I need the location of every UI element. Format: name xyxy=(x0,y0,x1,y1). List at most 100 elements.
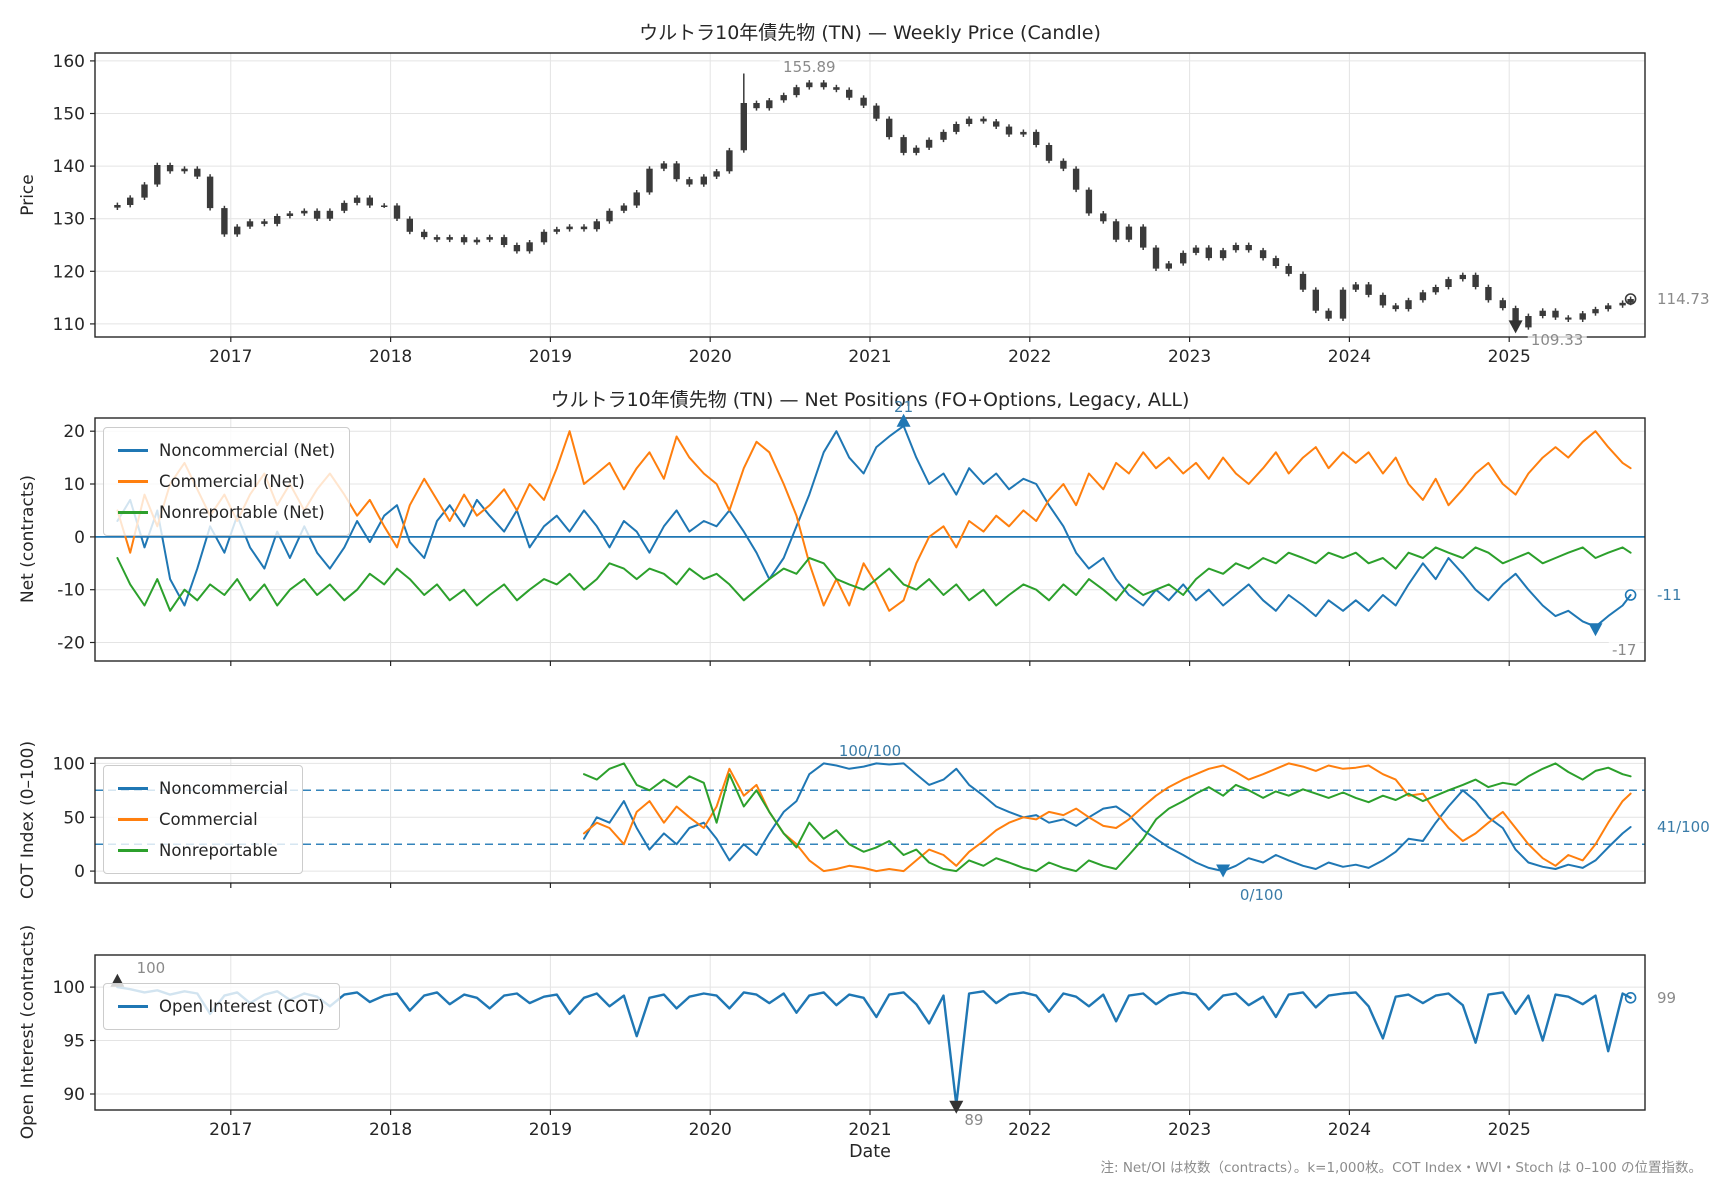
annotation-marker xyxy=(1216,864,1231,878)
x-tick-label: 2019 xyxy=(529,347,572,367)
annotation-marker xyxy=(1588,623,1603,637)
y-tick-label: 150 xyxy=(53,105,85,125)
y-tick-label: 120 xyxy=(53,262,85,282)
x-tick-label: 2022 xyxy=(1008,347,1051,367)
xaxis-label: Date xyxy=(849,1142,891,1162)
last-point-marker xyxy=(1624,293,1637,305)
footnote: 注: Net/OI は枚数（contracts）。k=1,000枚。COT In… xyxy=(1100,1160,1702,1176)
annotation-marker xyxy=(949,1100,964,1114)
panel-cot_index-grid xyxy=(95,758,1645,883)
legend-swatch-commercial xyxy=(118,818,148,821)
legend-label: Nonreportable (Net) xyxy=(159,503,325,522)
y-tick-label: 20 xyxy=(63,422,85,442)
x-tick-label: 2023 xyxy=(1168,347,1211,367)
annotation-net-low: -17 xyxy=(1608,641,1640,660)
panel-open_interest-grid xyxy=(95,955,1645,1110)
price-candles xyxy=(114,73,1634,330)
y-tick-label: 110 xyxy=(53,315,85,335)
y-tick-label: 100 xyxy=(53,754,85,774)
legend-swatch-commercial xyxy=(118,480,148,483)
y-tick-label: -20 xyxy=(57,634,85,654)
legend-item-nonreportable-net: Nonreportable (Net) xyxy=(118,497,335,528)
panel-open_interest-axes: 2017 2018 2019 2020 2021 2022 2023 2024 2025 90 95… xyxy=(53,954,1646,1140)
annotation-cot-min: 0/100 xyxy=(1239,885,1284,904)
legend-swatch-noncommercial xyxy=(118,787,148,790)
x-tick-label: 2021 xyxy=(848,347,891,367)
x-tick-label: 2024 xyxy=(1328,1120,1371,1140)
legend-item-nonreportable: Nonreportable xyxy=(118,835,288,866)
annotation-net-last: -11 xyxy=(1657,586,1682,604)
x-tick-label: 2022 xyxy=(1008,1120,1051,1140)
annotation-price-low: 109.33 xyxy=(1527,330,1587,349)
y-tick-label: 90 xyxy=(63,1085,85,1105)
x-tick-label: 2025 xyxy=(1488,347,1531,367)
open-interest-ylabel: Open Interest (contracts) xyxy=(18,924,38,1140)
last-point-marker xyxy=(1624,589,1637,601)
legend-label: Noncommercial xyxy=(159,779,289,798)
legend-label: Open Interest (COT) xyxy=(159,997,325,1016)
annotation-cot-last: 41/100 xyxy=(1657,818,1710,836)
legend-item-noncommercial: Noncommercial xyxy=(118,773,288,804)
y-tick-label: 95 xyxy=(63,1032,85,1052)
legend-item-open-interest: Open Interest (COT) xyxy=(118,991,325,1022)
annotation-oi-last: 99 xyxy=(1657,988,1677,1007)
legend-item-noncommercial-net: Noncommercial (Net) xyxy=(118,435,335,466)
annotation-oi-start: 100 xyxy=(133,958,169,977)
y-tick-label: 130 xyxy=(53,210,85,230)
legend-label: Noncommercial (Net) xyxy=(159,441,336,460)
y-tick-label: 50 xyxy=(63,808,85,828)
panel-price-grid xyxy=(95,53,1645,337)
panel-net-axes: -20 -10 0 10 20 xyxy=(57,417,1646,666)
x-tick-label: 2025 xyxy=(1488,1120,1531,1140)
legend-item-commercial-net: Commercial (Net) xyxy=(118,466,335,497)
legend-swatch-noncommercial xyxy=(118,449,148,452)
legend-item-commercial: Commercial xyxy=(118,804,288,835)
x-tick-label: 2018 xyxy=(369,1120,412,1140)
x-tick-label: 2024 xyxy=(1328,347,1371,367)
panel-net-series xyxy=(116,424,1632,628)
price-ylabel: Price xyxy=(18,174,38,216)
annotation-oi-low: 89 xyxy=(964,1110,984,1129)
y-tick-label: 0 xyxy=(74,862,85,882)
annotation-marker xyxy=(896,413,911,427)
annotation-price-last: 114.73 xyxy=(1657,290,1710,308)
cot-index-ylabel: COT Index (0–100) xyxy=(18,740,38,900)
panel-price-axes: 2017 2018 2019 2020 2021 2022 2023 2024 2025 110 1… xyxy=(53,52,1646,367)
panel-cot_index-axes: 0 50 100 xyxy=(53,754,1646,888)
legend-label: Commercial xyxy=(159,810,258,829)
x-tick-label: 2017 xyxy=(209,347,252,367)
net-panel-title: ウルトラ10年債先物 (TN) — Net Positions (FO+Opti… xyxy=(550,389,1190,411)
panel-open_interest-series xyxy=(116,985,1632,1106)
legend-label: Commercial (Net) xyxy=(159,472,305,491)
legend-swatch-nonreportable xyxy=(118,511,148,514)
annotation-marker xyxy=(1508,320,1523,334)
legend-label: Nonreportable xyxy=(159,841,278,860)
y-tick-label: 140 xyxy=(53,157,85,177)
last-point-marker xyxy=(1624,991,1637,1004)
annotation-net-peak: 21 xyxy=(894,398,914,417)
y-tick-label: 160 xyxy=(53,52,85,72)
annotation-price-peak: 155.89 xyxy=(780,58,839,77)
x-tick-label: 2020 xyxy=(689,347,732,367)
legend-swatch-nonreportable xyxy=(118,849,148,852)
net-ylabel: Net (contracts) xyxy=(18,475,38,603)
price-panel-title: ウルトラ10年債先物 (TN) — Weekly Price (Candle) xyxy=(639,22,1101,44)
panel-cot_index-series xyxy=(583,762,1632,873)
x-tick-label: 2021 xyxy=(848,1120,891,1140)
y-tick-label: 100 xyxy=(53,978,85,998)
legend-swatch-open-interest xyxy=(118,1005,148,1008)
y-tick-label: 0 xyxy=(74,528,85,548)
net-legend: Noncommercial (Net) Commercial (Net) Non… xyxy=(103,427,351,536)
annotation-cot-max: 100/100 xyxy=(838,741,902,760)
y-tick-label: 10 xyxy=(63,475,85,495)
x-tick-label: 2023 xyxy=(1168,1120,1211,1140)
open-interest-legend: Open Interest (COT) xyxy=(103,983,340,1030)
x-tick-label: 2017 xyxy=(209,1120,252,1140)
y-tick-label: -10 xyxy=(57,581,85,601)
cot-index-legend: Noncommercial Commercial Nonreportable xyxy=(103,765,304,874)
x-tick-label: 2020 xyxy=(689,1120,732,1140)
x-tick-label: 2018 xyxy=(369,347,412,367)
x-tick-label: 2019 xyxy=(529,1120,572,1140)
